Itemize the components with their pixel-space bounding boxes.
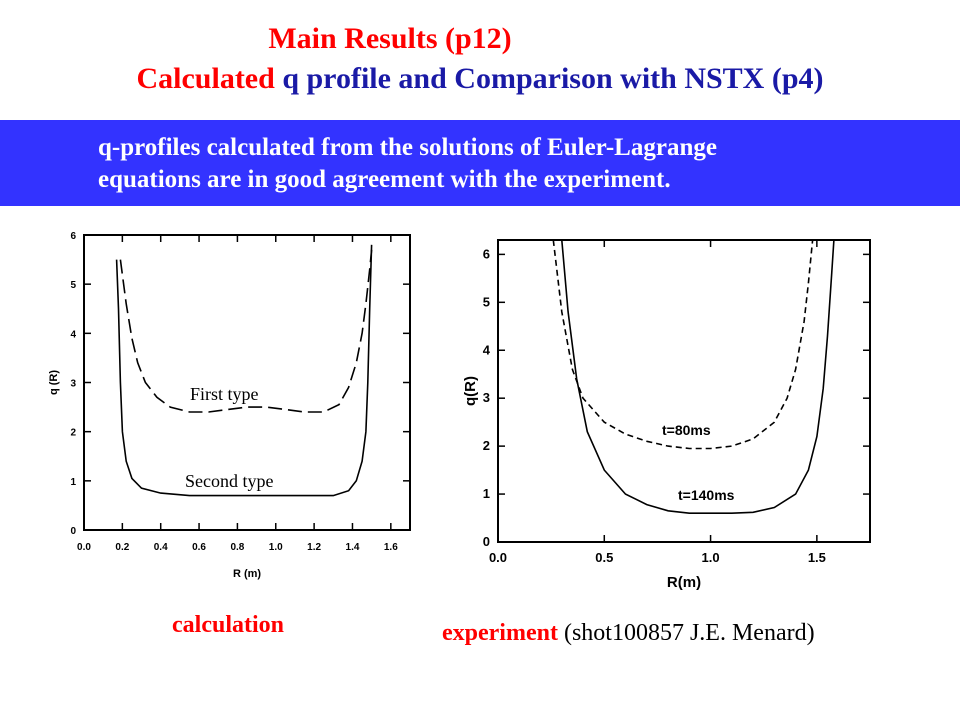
x-tick-label: 1.0 bbox=[269, 542, 283, 553]
curve-annotation: Second type bbox=[185, 471, 273, 491]
y-tick-label: 2 bbox=[70, 428, 76, 439]
subtitle-calculated: Calculated bbox=[136, 62, 275, 95]
caption-experiment: experiment (shot100857 J.E. Menard) bbox=[442, 620, 815, 647]
caption-calculation: calculation bbox=[172, 612, 284, 638]
y-tick-label: 0 bbox=[70, 526, 76, 537]
y-axis-label: q (R) bbox=[48, 370, 60, 395]
y-tick-label: 4 bbox=[70, 329, 76, 340]
x-tick-label: 0.0 bbox=[77, 542, 91, 553]
y-tick-label: 5 bbox=[483, 294, 490, 309]
y-tick-label: 6 bbox=[70, 231, 76, 242]
y-tick-label: 6 bbox=[483, 246, 490, 261]
y-tick-label: 2 bbox=[483, 438, 490, 453]
y-axis-label: q(R) bbox=[462, 376, 479, 406]
slide-subtitle: Calculated q profile and Comparison with… bbox=[0, 62, 960, 96]
x-tick-label: 0.8 bbox=[230, 542, 244, 553]
calculation-chart: 0.0 0.2 0.4 0.6 0.8 1.0 1.2 1.4 1.6 0 1 2 3 4 5 6 R (m) q… bbox=[48, 231, 411, 580]
y-tick-label: 3 bbox=[70, 379, 76, 390]
caption-experiment-label: experiment bbox=[442, 620, 558, 646]
series-line-1 bbox=[552, 240, 814, 450]
experiment-chart: 0.0 0.5 1.0 1.5 0 1 2 3 4 5 6 R(m) q(R) t=80ms t=140ms bbox=[462, 239, 871, 591]
banner-line-2: equations are in good agreement with the… bbox=[98, 166, 671, 193]
x-tick-label: 1.5 bbox=[808, 550, 826, 565]
summary-banner: q-profiles calculated from the solutions… bbox=[0, 120, 960, 206]
y-tick-label: 1 bbox=[70, 477, 76, 488]
series-line-2 bbox=[561, 240, 835, 514]
caption-experiment-source: (shot100857 J.E. Menard) bbox=[557, 620, 815, 646]
x-tick-label: 0.6 bbox=[192, 542, 206, 553]
slide-title: Main Results (p12) bbox=[268, 22, 512, 55]
x-tick-label: 0.5 bbox=[595, 550, 613, 565]
x-tick-label: 0.0 bbox=[489, 550, 507, 565]
curve-annotation: t=140ms bbox=[678, 487, 735, 503]
x-tick-label: 0.4 bbox=[154, 542, 168, 553]
banner-line-1: q-profiles calculated from the solutions… bbox=[98, 134, 717, 161]
x-axis-label: R (m) bbox=[233, 568, 261, 580]
x-tick-label: 1.2 bbox=[307, 542, 321, 553]
subtitle-rest: q profile and Comparison with NSTX (p4) bbox=[274, 62, 824, 95]
curve-annotation: t=80ms bbox=[662, 422, 711, 438]
x-tick-label: 1.0 bbox=[702, 550, 720, 565]
banner-text: q-profiles calculated from the solutions… bbox=[98, 132, 938, 196]
series-line-1 bbox=[119, 249, 373, 413]
x-tick-label: 0.2 bbox=[115, 542, 129, 553]
series-line-2 bbox=[115, 244, 373, 497]
plot-frame bbox=[497, 239, 871, 543]
x-tick-label: 1.4 bbox=[346, 542, 360, 553]
y-tick-label: 3 bbox=[483, 390, 490, 405]
y-tick-label: 5 bbox=[70, 280, 76, 291]
y-tick-label: 4 bbox=[483, 342, 491, 357]
x-axis-label: R(m) bbox=[667, 574, 701, 591]
y-tick-label: 1 bbox=[483, 486, 490, 501]
curve-annotation: First type bbox=[190, 384, 259, 404]
x-tick-label: 1.6 bbox=[384, 542, 398, 553]
y-tick-label: 0 bbox=[483, 534, 490, 549]
